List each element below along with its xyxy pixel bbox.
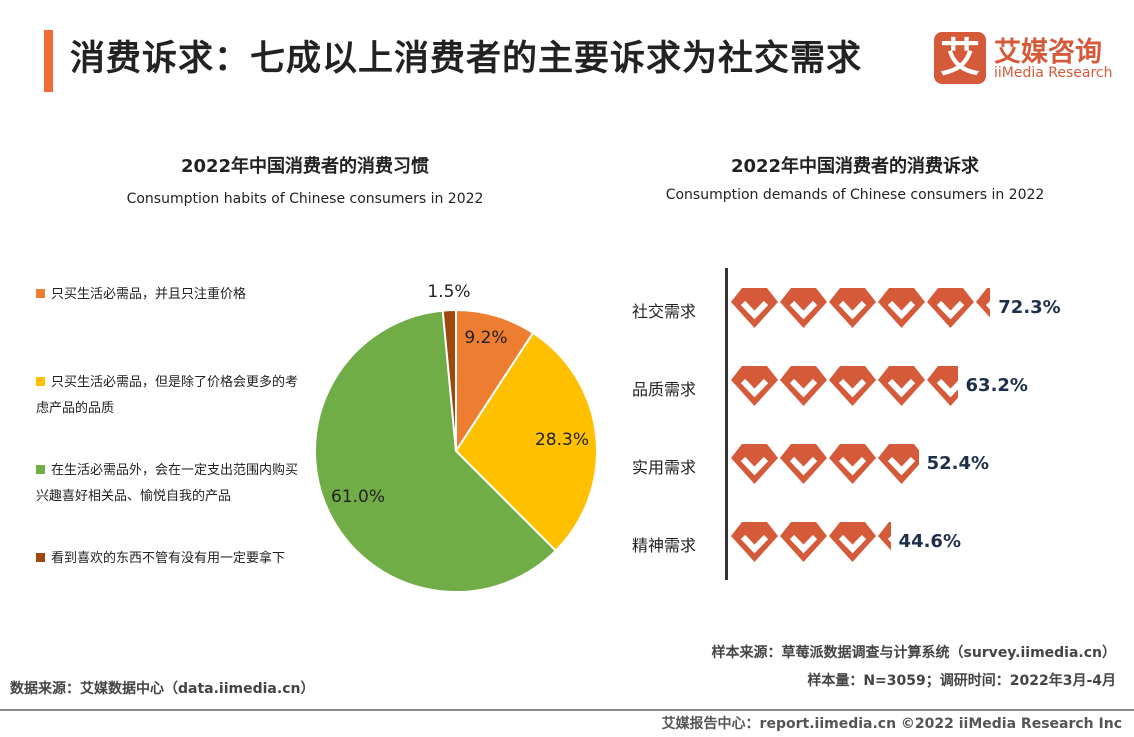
legend-swatch	[36, 553, 45, 562]
legend-item: 在生活必需品外，会在一定支出范围内购买兴趣喜好相关品、愉悦自我的产品	[36, 458, 306, 510]
legend-item: 只买生活必需品，但是除了价格会更多的考虑产品的品质	[36, 370, 306, 422]
bar-diamond-row	[730, 442, 919, 486]
bar-category-label: 品质需求	[632, 380, 697, 399]
bar-value-label: 72.3%	[998, 297, 1061, 318]
legend-label: 在生活必需品外，会在一定支出范围内购买兴趣喜好相关品、愉悦自我的产品	[36, 463, 299, 504]
legend-label: 看到喜欢的东西不管有没有用一定要拿下	[51, 551, 286, 566]
pie-subtitle: Consumption habits of Chinese consumers …	[126, 191, 484, 207]
bar-category-label: 实用需求	[632, 458, 697, 477]
bar-value-label: 44.6%	[898, 531, 961, 552]
bar-diamond-row	[730, 286, 991, 330]
footer-divider	[0, 709, 1134, 711]
logo-text-cn: 艾媒咨询	[994, 37, 1102, 68]
sample-source: 样本来源：草莓派数据调查与计算系统（survey.iimedia.cn）	[711, 645, 1116, 661]
report-link[interactable]: 艾媒报告中心：report.iimedia.cn ©2022 iiMedia R…	[661, 716, 1122, 732]
bar-axis	[725, 268, 728, 580]
legend-swatch	[36, 377, 45, 386]
sample-size: 样本量：N=3059；调研时间：2022年3月-4月	[807, 673, 1116, 689]
legend-item: 看到喜欢的东西不管有没有用一定要拿下	[36, 546, 306, 572]
page-title: 消费诉求：七成以上消费者的主要诉求为社交需求	[70, 39, 863, 79]
logo-text-en: iiMedia Research	[994, 65, 1113, 81]
pie-slice	[441, 308, 457, 452]
bar-value-label: 63.2%	[965, 375, 1028, 396]
legend-swatch	[36, 465, 45, 474]
pie-slice	[314, 309, 558, 593]
bar-value-label: 52.4%	[926, 453, 990, 474]
legend-swatch	[36, 289, 45, 298]
data-source: 数据来源：艾媒数据中心（data.iimedia.cn）	[10, 681, 315, 697]
legend-item: 只买生活必需品，并且只注重价格	[36, 282, 306, 308]
pie-title: 2022年中国消费者的消费习惯	[180, 156, 430, 177]
bar-diamond-row	[730, 364, 958, 408]
bar-diamond-row	[730, 520, 891, 564]
pie-slice	[454, 331, 598, 553]
logo-mark: 艾	[934, 32, 986, 84]
pie-data-label: 1.5%	[427, 282, 470, 302]
legend-label: 只买生活必需品，但是除了价格会更多的考虑产品的品质	[36, 375, 299, 416]
bar-subtitle: Consumption demands of Chinese consumers…	[665, 187, 1045, 203]
pie-data-label: 61.0%	[331, 487, 385, 507]
title-accent-bar	[44, 30, 53, 92]
bar-title: 2022年中国消费者的消费诉求	[730, 156, 980, 177]
bar-category-label: 社交需求	[632, 302, 697, 321]
legend-label: 只买生活必需品，并且只注重价格	[51, 287, 247, 302]
pie-data-label: 28.3%	[535, 430, 589, 450]
bar-category-label: 精神需求	[632, 536, 697, 555]
pie-slice	[455, 308, 535, 455]
pie-data-label: 9.2%	[464, 328, 507, 348]
